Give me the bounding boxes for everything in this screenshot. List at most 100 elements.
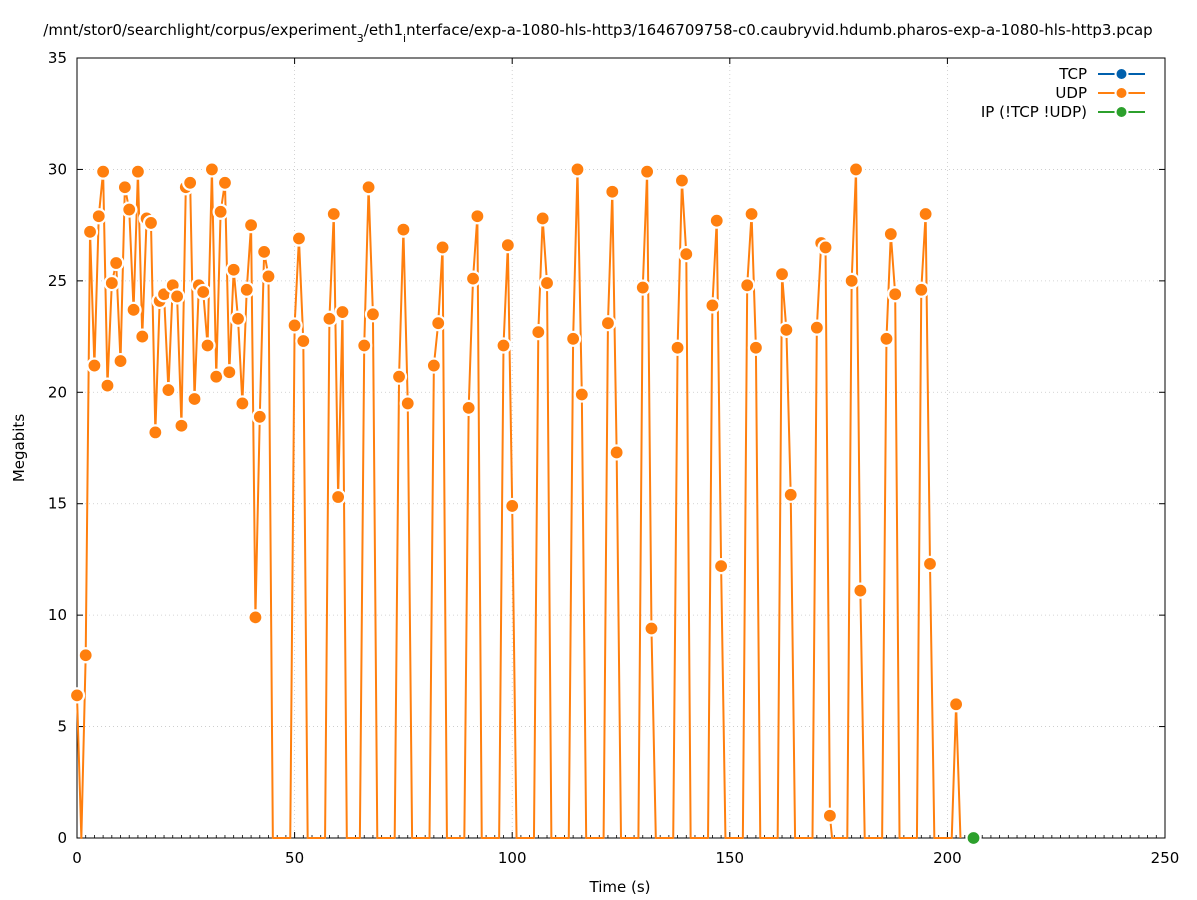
data-point xyxy=(334,303,351,321)
data-point xyxy=(921,555,939,572)
data-point xyxy=(238,281,255,298)
data-point xyxy=(221,364,238,381)
data-point xyxy=(843,272,860,289)
data-point xyxy=(129,163,147,180)
data-point xyxy=(116,179,133,196)
data-point xyxy=(229,310,247,327)
data-point xyxy=(917,205,934,223)
data-point xyxy=(882,225,899,243)
data-point xyxy=(134,328,151,345)
data-point xyxy=(464,270,482,287)
legend-label: UDP xyxy=(1055,84,1087,102)
y-tick-label: 35 xyxy=(48,49,67,67)
legend-label: IP (!TCP !UDP) xyxy=(981,103,1087,121)
data-point xyxy=(364,306,382,323)
x-tick-label: 150 xyxy=(715,849,744,867)
data-point xyxy=(256,243,273,260)
data-point xyxy=(216,174,234,191)
data-point xyxy=(747,339,765,356)
data-point xyxy=(808,319,825,336)
chart-title: /mnt/stor0/searchlight/corpus/experiment… xyxy=(43,21,1152,45)
data-point xyxy=(260,268,277,285)
data-point xyxy=(195,283,212,301)
data-point xyxy=(604,183,621,200)
data-point xyxy=(643,620,660,637)
data-point xyxy=(356,337,373,354)
series-ip-tcp-udp- xyxy=(965,829,982,847)
data-point xyxy=(573,386,590,403)
data-point xyxy=(739,277,756,294)
data-point xyxy=(242,217,260,234)
data-point xyxy=(460,399,477,416)
data-point xyxy=(913,281,930,298)
data-point xyxy=(530,324,547,341)
legend-marker xyxy=(1114,105,1129,119)
data-point xyxy=(251,408,268,425)
data-point xyxy=(499,237,516,254)
data-point xyxy=(68,687,86,704)
data-point xyxy=(325,205,342,223)
x-axis-label: Time (s) xyxy=(589,878,651,896)
data-point xyxy=(425,357,442,374)
data-point xyxy=(569,161,586,178)
data-point xyxy=(199,337,216,354)
data-point xyxy=(430,315,447,332)
data-point xyxy=(86,357,103,374)
data-point xyxy=(90,208,107,225)
data-point xyxy=(599,315,617,332)
data-point xyxy=(608,444,625,461)
data-point xyxy=(847,161,865,178)
data-point xyxy=(95,163,112,180)
data-point xyxy=(147,424,164,441)
data-point xyxy=(965,829,982,847)
data-point xyxy=(878,330,895,347)
x-tick-label: 250 xyxy=(1151,849,1180,867)
data-point xyxy=(286,317,303,334)
data-point xyxy=(360,179,377,196)
data-point xyxy=(743,205,760,223)
data-point xyxy=(712,558,730,575)
grid xyxy=(77,58,1165,838)
y-tick-label: 10 xyxy=(48,606,67,624)
data-point xyxy=(112,352,129,370)
x-tick-label: 200 xyxy=(933,849,962,867)
data-point xyxy=(182,174,199,191)
data-point xyxy=(538,274,556,292)
data-point xyxy=(565,330,582,347)
data-point xyxy=(125,301,142,318)
data-point xyxy=(469,208,486,225)
data-point xyxy=(295,332,312,350)
legend-marker xyxy=(1114,86,1129,100)
data-point xyxy=(399,395,416,412)
data-point xyxy=(708,212,725,229)
data-point xyxy=(495,337,512,354)
data-point xyxy=(678,246,695,263)
data-point xyxy=(142,214,160,232)
y-tick-label: 5 xyxy=(57,718,67,736)
data-point xyxy=(330,488,347,506)
data-point xyxy=(887,286,904,303)
data-point xyxy=(77,647,94,664)
x-tick-label: 100 xyxy=(498,849,527,867)
data-point xyxy=(773,266,791,283)
data-point xyxy=(103,274,120,292)
y-tick-label: 30 xyxy=(48,160,67,178)
y-tick-label: 25 xyxy=(48,272,67,290)
data-point xyxy=(390,368,408,385)
axis-ticks: 0 50 100 150 200 250 0 5 10 15 20 25 30 35 xyxy=(48,49,1179,867)
data-point xyxy=(168,288,186,305)
data-point xyxy=(704,297,721,314)
data-point xyxy=(434,239,451,256)
data-point xyxy=(173,417,190,434)
legend-label: TCP xyxy=(1058,65,1087,83)
data-point xyxy=(948,696,965,713)
x-tick-label: 50 xyxy=(285,849,304,867)
data-point xyxy=(186,390,203,408)
legend-marker xyxy=(1114,67,1129,81)
y-tick-label: 15 xyxy=(48,495,67,513)
data-point xyxy=(395,221,412,238)
data-point xyxy=(782,486,799,503)
data-point xyxy=(852,582,869,599)
